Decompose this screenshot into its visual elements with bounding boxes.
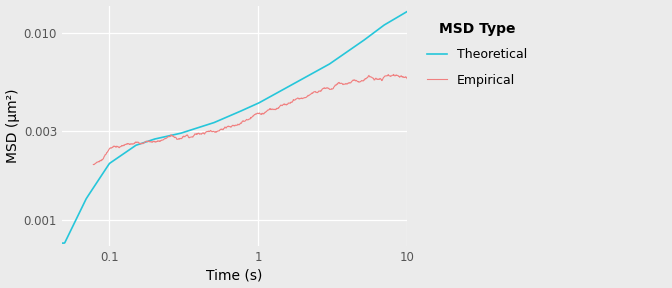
Empirical [272,107,280,111]
Theoretical [263,96,271,100]
Line: Empirical: Empirical [93,74,407,165]
Y-axis label: MSD (μm²): MSD (μm²) [5,89,19,163]
Empirical [109,145,117,149]
Theoretical [403,10,411,13]
Legend: Theoretical, Empirical: Theoretical, Empirical [417,12,537,97]
Empirical [89,163,97,166]
Line: Theoretical: Theoretical [62,12,407,243]
Theoretical [222,116,230,119]
Theoretical [245,106,253,109]
Empirical [328,87,336,90]
Empirical [403,77,411,80]
Empirical [89,163,97,166]
Theoretical [341,52,349,55]
X-axis label: Time (s): Time (s) [206,268,263,283]
Empirical [280,103,288,106]
Empirical [360,78,368,82]
Theoretical [394,15,403,18]
Empirical [390,73,398,76]
Theoretical [224,115,232,118]
Empirical [290,98,298,101]
Theoretical [58,241,66,245]
